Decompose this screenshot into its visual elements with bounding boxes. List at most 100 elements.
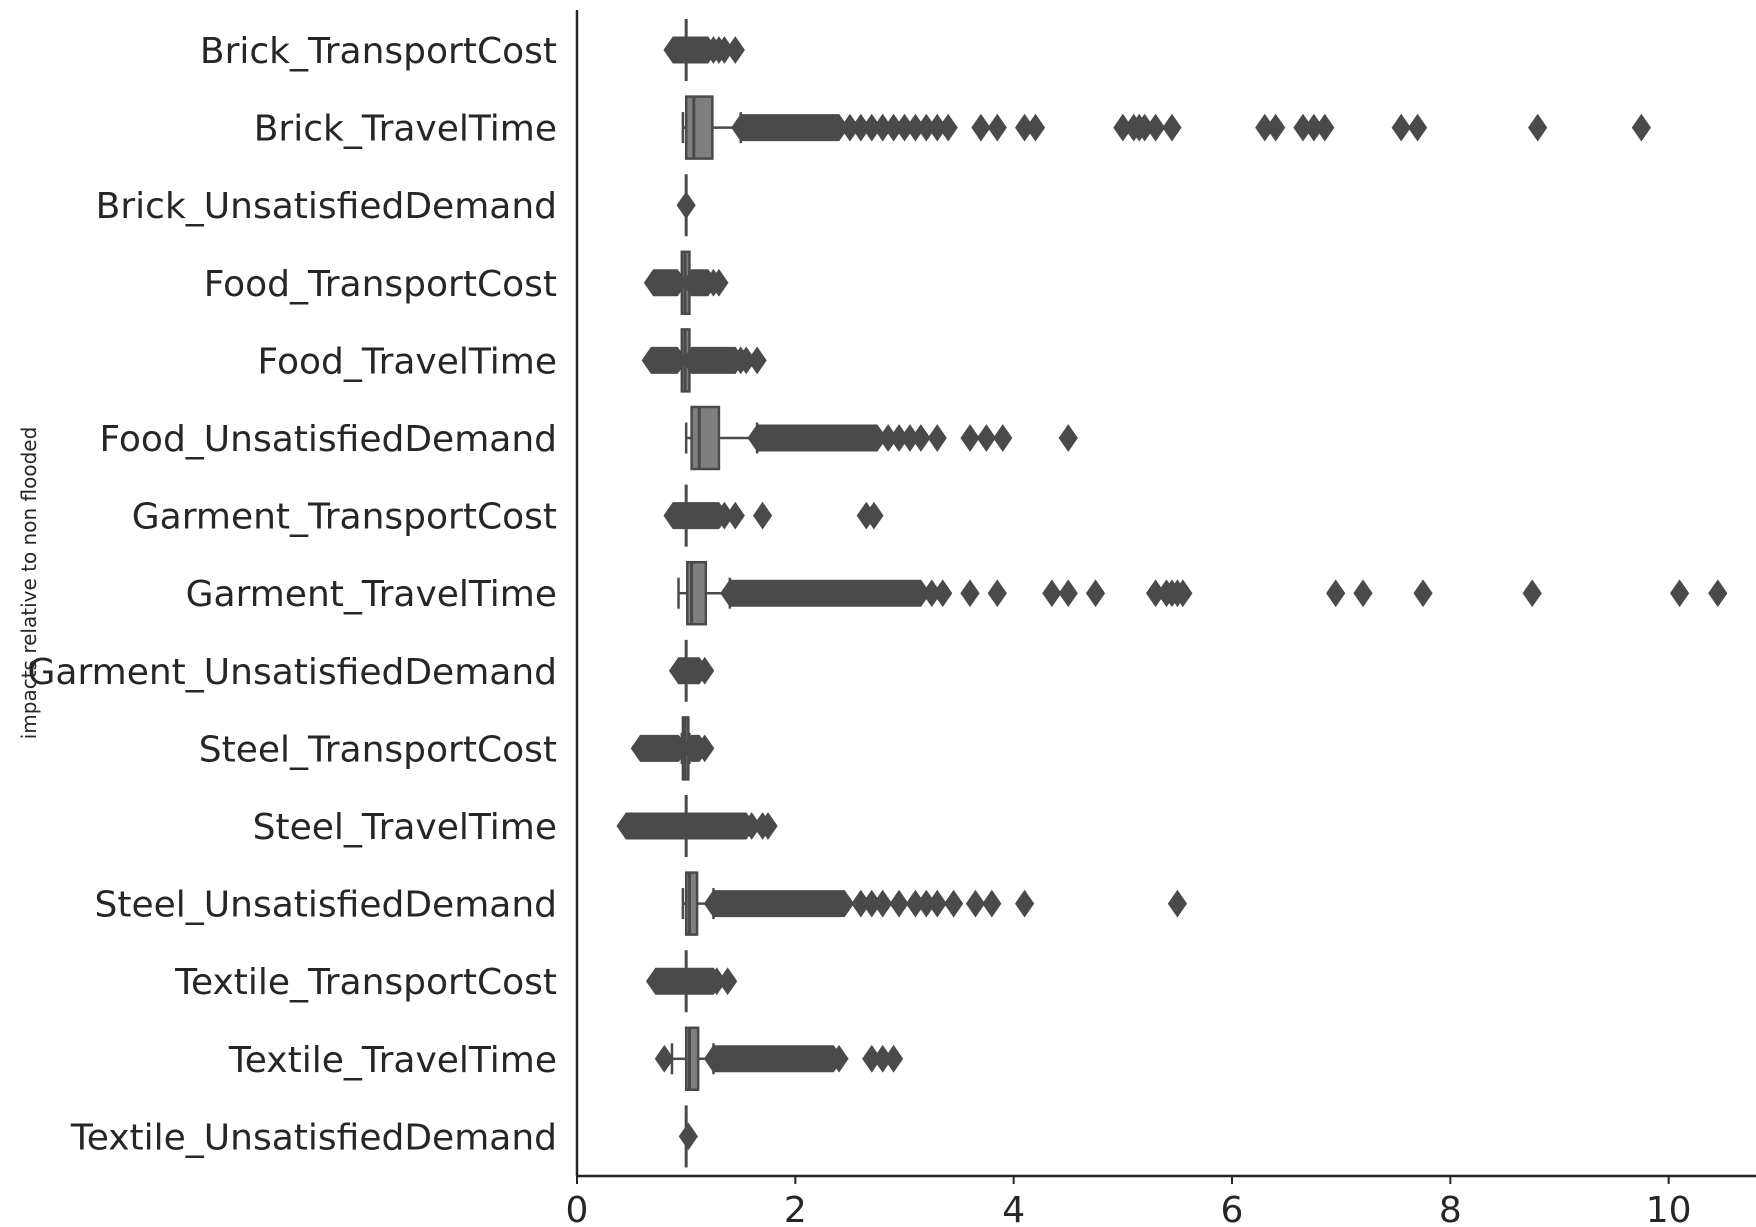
outlier-point <box>718 967 738 996</box>
box-group <box>668 639 715 702</box>
box-iqr <box>684 871 699 936</box>
outlier-point <box>695 734 715 763</box>
outlier-cluster <box>641 346 688 374</box>
box-group <box>641 328 767 393</box>
x-tick-label: 6 <box>1221 1190 1244 1227</box>
outlier-point <box>987 579 1007 608</box>
y-axis-title: impacts relative to non flooded <box>17 427 41 740</box>
outlier-point <box>709 268 729 297</box>
outlier-point <box>1631 113 1651 142</box>
outlier-point <box>758 812 778 840</box>
box-group <box>681 95 1651 160</box>
outlier-point <box>1528 113 1548 142</box>
box-iqr <box>690 405 721 471</box>
outlier-point <box>1413 579 1433 608</box>
box-iqr <box>686 560 708 626</box>
outlier-point <box>725 501 745 530</box>
outlier-point <box>1058 579 1078 608</box>
category-label: Textile_TravelTime <box>228 1040 557 1081</box>
outlier-point <box>976 424 996 452</box>
outlier-point <box>1162 113 1182 142</box>
outlier-point <box>1522 579 1542 608</box>
outlier-point <box>1173 579 1193 608</box>
outlier-point <box>1042 579 1062 608</box>
outlier-point <box>1145 113 1166 142</box>
x-tick-label: 0 <box>566 1190 589 1227</box>
outlier-point <box>889 889 909 918</box>
outlier-cluster <box>616 812 756 840</box>
outlier-point <box>1167 889 1188 918</box>
outlier-point <box>883 1044 904 1073</box>
outlier-point <box>654 1044 674 1073</box>
outlier-point <box>987 113 1007 142</box>
box-iqr <box>684 95 714 160</box>
box-group <box>684 405 1078 471</box>
outlier-point <box>971 113 991 142</box>
category-label: Food_TravelTime <box>258 341 557 382</box>
outlier-cluster <box>703 890 855 918</box>
category-label: Brick_TransportCost <box>200 31 557 72</box>
outlier-point <box>982 889 1002 918</box>
box-group <box>645 950 738 1013</box>
outlier-point <box>1326 579 1346 608</box>
outlier-point <box>1407 113 1428 142</box>
category-label: Brick_TravelTime <box>254 109 557 150</box>
category-label: Textile_TransportCost <box>174 962 557 1003</box>
outlier-point <box>1058 424 1078 452</box>
box-group <box>616 795 778 857</box>
category-label: Food_TransportCost <box>204 264 557 305</box>
box-group <box>654 1026 904 1092</box>
category-labels: Brick_TransportCost Brick_TravelTime Brick… <box>28 31 557 1158</box>
outlier-point <box>752 501 773 530</box>
outlier-cluster <box>731 114 849 142</box>
outlier-cluster <box>643 269 688 297</box>
x-tick-label: 4 <box>1002 1190 1025 1227</box>
outlier-point <box>829 1044 849 1073</box>
outlier-point <box>1266 113 1286 142</box>
x-tick-label: 2 <box>784 1190 807 1227</box>
x-axis-ticks: 0 2 4 6 8 10 <box>566 1176 1692 1227</box>
outlier-point <box>678 1122 698 1151</box>
outlier-point <box>1085 579 1106 608</box>
plot-area <box>616 19 1728 1168</box>
category-label: Textile_UnsatisfiedDemand <box>70 1117 557 1158</box>
box-group <box>676 174 696 237</box>
box-group <box>681 871 1188 936</box>
box-group <box>643 250 729 316</box>
outlier-point <box>676 191 696 220</box>
outlier-point <box>993 424 1013 452</box>
outlier-point <box>944 889 964 918</box>
outlier-point <box>1014 889 1035 918</box>
outlier-cluster <box>630 734 689 762</box>
box-group <box>663 19 745 81</box>
category-label: Steel_TravelTime <box>253 807 557 848</box>
box-group <box>630 716 715 781</box>
outlier-point <box>725 36 745 64</box>
x-tick-label: 10 <box>1646 1190 1692 1227</box>
outlier-point <box>1025 113 1046 142</box>
outlier-point <box>873 889 893 918</box>
outlier-cluster <box>703 1045 844 1073</box>
outlier-point <box>938 113 958 142</box>
x-tick-label: 8 <box>1439 1190 1462 1227</box>
category-label: Garment_TravelTime <box>186 574 557 615</box>
category-label: Food_UnsatisfiedDemand <box>99 419 557 460</box>
outlier-point <box>960 424 980 452</box>
outlier-point <box>1353 579 1373 608</box>
outlier-point <box>1315 113 1335 142</box>
category-label: Garment_UnsatisfiedDemand <box>28 652 557 693</box>
outlier-point <box>747 346 767 375</box>
outlier-point <box>927 424 947 452</box>
outlier-point <box>1391 113 1411 142</box>
category-label: Steel_TransportCost <box>199 729 557 770</box>
category-label: Steel_UnsatisfiedDemand <box>95 885 557 926</box>
outlier-point <box>1708 579 1728 608</box>
outlier-point <box>911 424 931 452</box>
box-group <box>678 1105 698 1168</box>
category-label: Garment_TransportCost <box>132 497 557 538</box>
outlier-cluster <box>720 579 931 607</box>
outlier-point <box>864 501 884 530</box>
outlier-point <box>1669 579 1690 608</box>
outlier-point <box>965 889 986 918</box>
